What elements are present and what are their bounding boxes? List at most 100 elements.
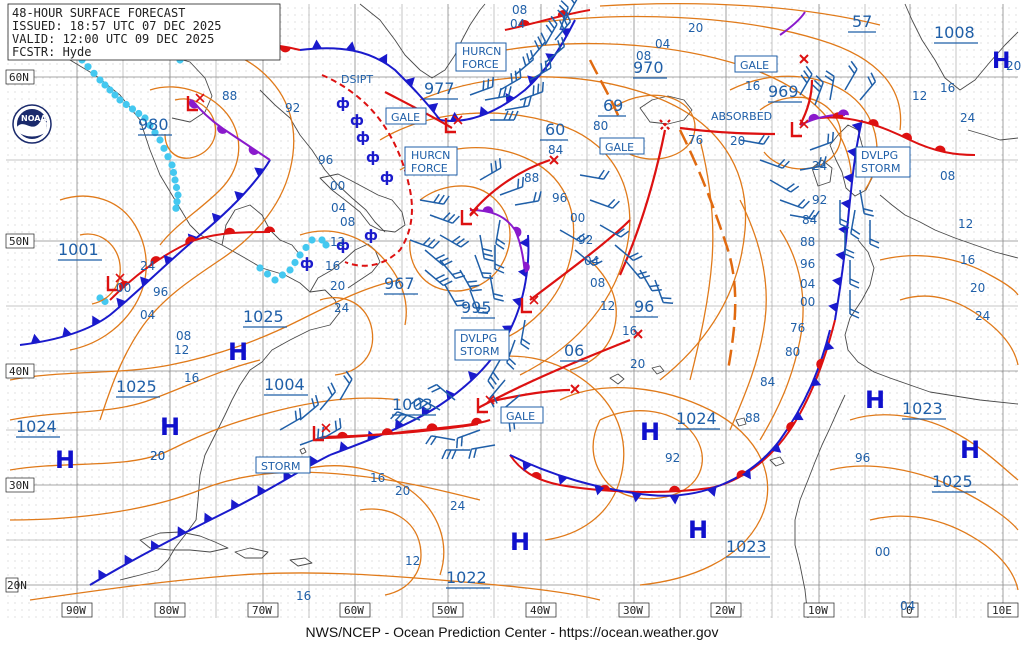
high-symbol: H <box>510 528 530 556</box>
cold-front-triangle <box>140 276 150 287</box>
cold-front-triangle <box>846 147 857 158</box>
wind-barb <box>409 237 440 249</box>
isobar-label: 00 <box>330 179 345 193</box>
warning-gale-3: GALE <box>740 59 769 72</box>
cold-front-triangle <box>177 526 187 537</box>
ice-dot <box>302 243 310 252</box>
ocean-dot-fill <box>6 4 1018 618</box>
ice-dot <box>128 105 137 113</box>
isobar-label: 20 <box>150 449 165 463</box>
ice-dot <box>174 191 182 199</box>
wind-barb <box>844 230 855 259</box>
wind-barb <box>554 12 572 41</box>
warm-front-semicircle <box>119 280 129 290</box>
header-valid: VALID: 12:00 UTC 09 DEC 2025 <box>12 32 214 46</box>
wind-barb <box>564 0 578 21</box>
pressure-60: 60 <box>545 120 565 139</box>
svg-text:ф: ф <box>380 170 394 186</box>
wind-barb <box>456 429 481 449</box>
wind-barb <box>494 245 505 274</box>
cold-front-triangle <box>234 191 245 201</box>
wind-barb <box>579 169 610 180</box>
cold-front-triangle <box>395 418 405 430</box>
lat-label: 60N <box>9 71 29 84</box>
wind-barb <box>859 189 874 217</box>
ice-dot <box>122 100 130 109</box>
lat-label: 50N <box>9 235 29 248</box>
cold-front-triangle <box>512 297 523 307</box>
wind-barb <box>339 370 353 401</box>
ice-dot <box>173 198 181 206</box>
warm-front-semicircle <box>471 417 483 425</box>
wind-barb <box>839 200 850 229</box>
coastlines <box>39 3 1019 619</box>
wind-barb <box>487 359 501 390</box>
svg-text:ф: ф <box>366 150 380 166</box>
cold-front-triangle <box>98 569 108 580</box>
lon-label: 50W <box>437 604 457 617</box>
wind-barb <box>529 32 547 61</box>
high-symbol: H <box>992 49 1010 74</box>
lon-label: 70W <box>252 604 272 617</box>
wind-barb <box>844 60 858 91</box>
cold-front-triangle <box>254 167 265 177</box>
wind-barb <box>545 36 566 63</box>
ice-dot <box>172 204 180 212</box>
high-pressures: 1025 1024 1024 1023 1025 1023 1022 1008 <box>16 23 978 589</box>
pressure-1024-high: 1024 <box>16 417 57 436</box>
high-symbol: H <box>640 418 660 446</box>
isobar-label: 80 <box>785 345 800 359</box>
high-symbol: H <box>688 516 708 544</box>
cold-front-triangle <box>211 212 222 223</box>
cold-front-triangle <box>345 41 356 52</box>
pressure-1024-high-2: 1024 <box>676 409 717 428</box>
pressure-977: 977 <box>424 79 455 98</box>
cold-front-triangle <box>468 371 478 382</box>
warm-front-semicircle <box>901 132 912 141</box>
forecast-header: 48-HOUR SURFACE FORECAST ISSUED: 18:57 U… <box>7 3 281 61</box>
ice-dot <box>171 176 179 184</box>
svg-text:ф: ф <box>356 130 370 146</box>
cold-front-triangle <box>843 173 853 184</box>
svg-text:ф: ф <box>350 113 364 129</box>
cold-front-triangle <box>479 106 489 117</box>
wind-barb <box>574 249 603 267</box>
pressure-1025-high: 1025 <box>116 377 157 396</box>
cold-front-triangle <box>793 411 804 421</box>
warning-gale-2: GALE <box>605 141 634 154</box>
wind-barb <box>489 274 504 302</box>
isobar-label: 20 <box>970 281 985 295</box>
warm-front-semicircle <box>482 206 494 213</box>
warning-storm: STORM <box>261 460 301 473</box>
isobar-label: 20 <box>1006 59 1021 73</box>
warning-labels: HURCN FORCE GALE HURCN FORCE GALE GALE DVL… <box>255 42 911 474</box>
pressure-980: 980 <box>138 115 169 134</box>
cold-front-triangle <box>62 326 72 337</box>
wind-barb <box>779 198 810 209</box>
longitude-labels: 90W 80W 70W 60W 50W 40W 30W 20W 10W 0 10… <box>61 602 1019 618</box>
isobar-label: 16 <box>622 324 637 338</box>
wind-barb <box>499 68 522 91</box>
latitude-labels: 60N 50N 40N 30N 20N <box>5 69 35 593</box>
isobar-label: 00 <box>875 545 890 559</box>
lon-label: 20W <box>715 604 735 617</box>
wind-barb <box>812 75 824 106</box>
svg-text:ф: ф <box>364 228 378 244</box>
warning-hurcn-force-1: HURCN FORCE <box>462 45 501 71</box>
wind-barb <box>514 191 542 206</box>
warm-front-semicircle <box>736 470 747 479</box>
isobar-label: 04 <box>140 308 155 322</box>
isobar-label: 20 <box>395 484 410 498</box>
pressure-1004: 1004 <box>264 375 305 394</box>
isobar-label: 04 <box>510 17 525 31</box>
wind-barb <box>279 408 302 431</box>
wind-barb <box>439 234 470 248</box>
warm-front-semicircle <box>669 485 681 492</box>
isobar-label: 04 <box>900 599 915 613</box>
high-symbol: H <box>228 338 248 366</box>
warm-front-semicircle <box>248 146 259 155</box>
warm-front-semicircle <box>426 423 438 430</box>
wind-barb <box>614 244 643 262</box>
ice-dot <box>172 183 181 192</box>
warm-front-semicircle <box>185 236 196 245</box>
